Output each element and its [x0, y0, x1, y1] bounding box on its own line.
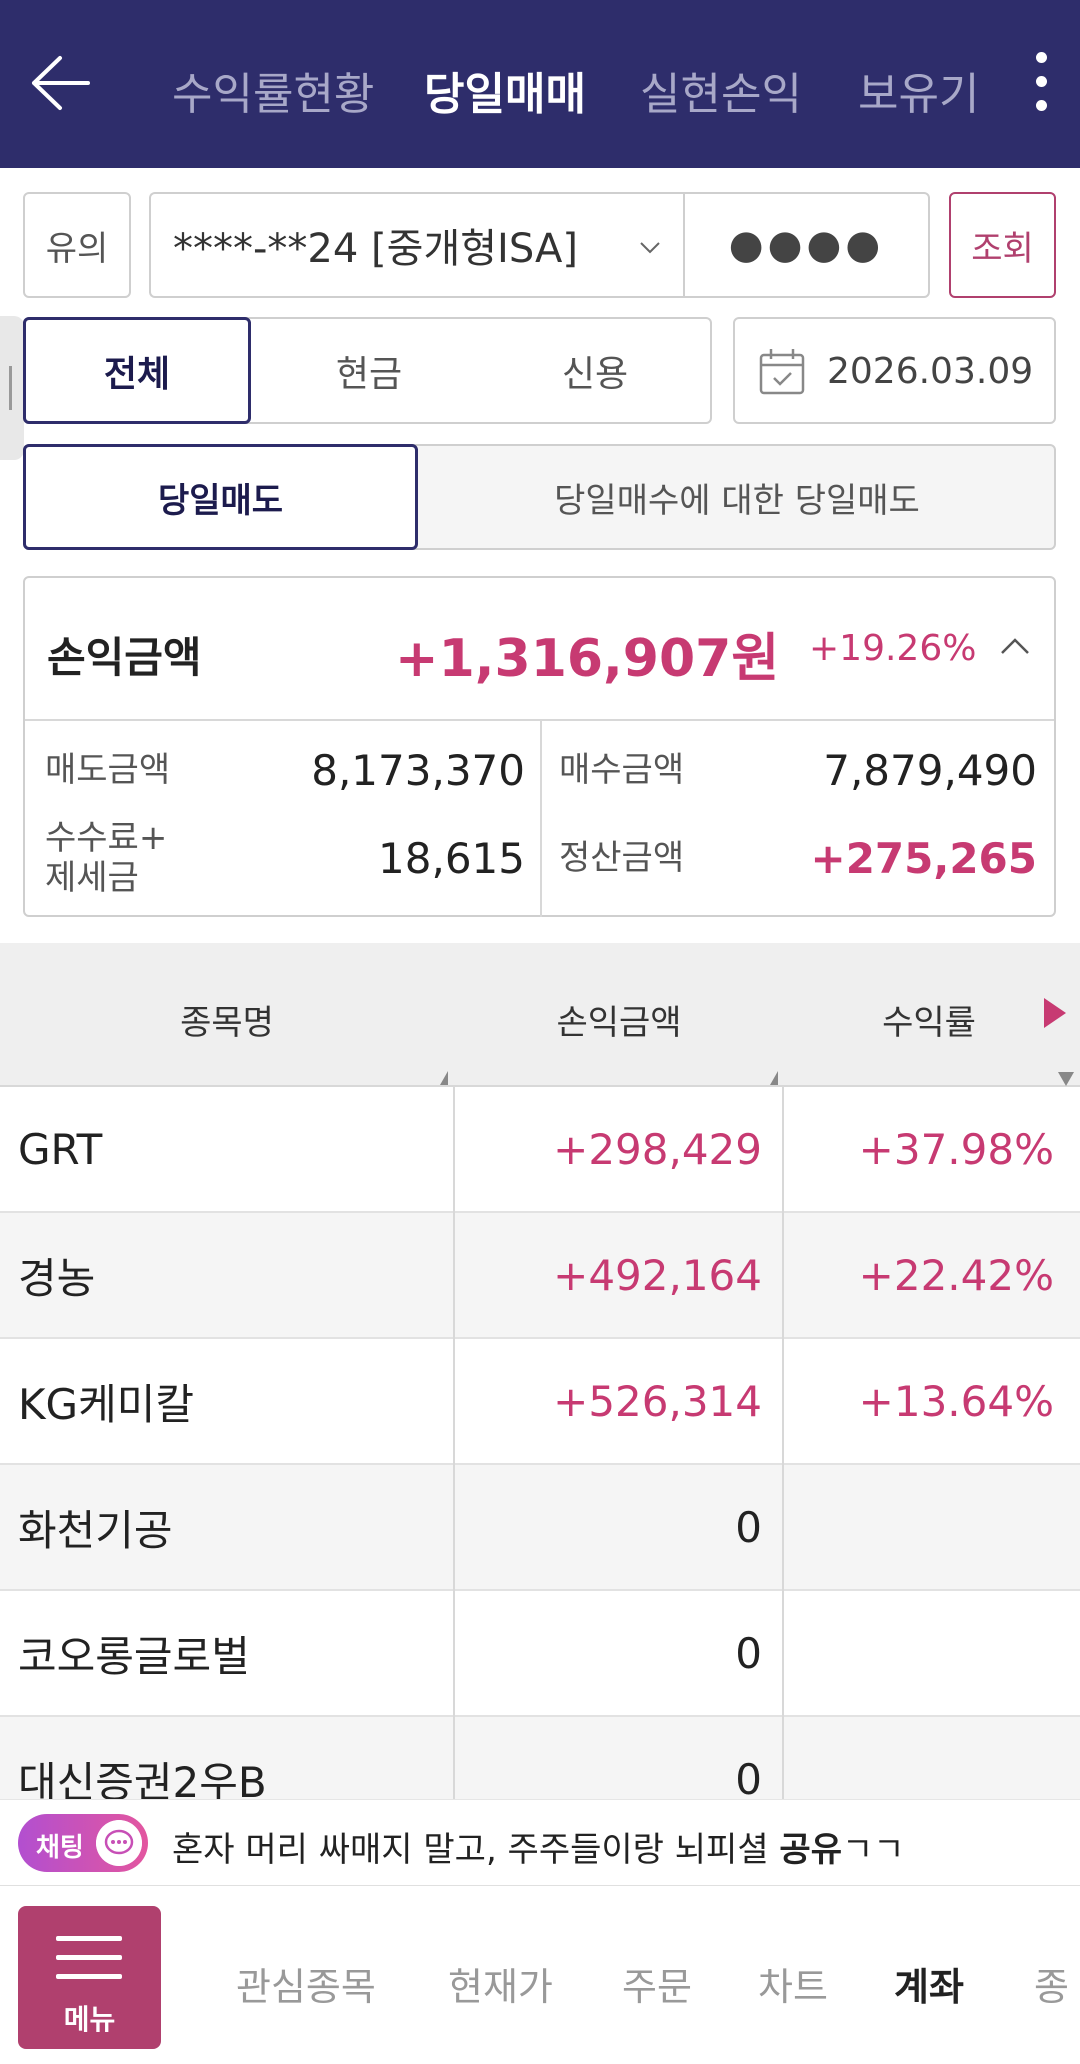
column-divider	[453, 1087, 455, 1799]
column-header-rate[interactable]: 수익률	[882, 1003, 976, 1043]
buy-amount-label: 매수금액	[559, 750, 685, 790]
segment-credit[interactable]: 신용	[561, 353, 629, 395]
tab-daily-sell[interactable]: 당일매도	[23, 444, 418, 550]
account-value: ****-**24 [중개형ISA]	[173, 226, 578, 272]
chat-bubble-icon	[96, 1820, 142, 1866]
sort-indicator-icon	[1058, 1072, 1074, 1086]
nav-chart[interactable]: 차트	[758, 1965, 828, 2009]
back-arrow-icon[interactable]	[26, 50, 92, 116]
nav-more[interactable]: 종	[1034, 1965, 1069, 2009]
sell-amount-value: 8,173,370	[311, 746, 525, 795]
scroll-right-arrow-icon[interactable]	[1044, 998, 1066, 1028]
stock-name: 화천기공	[18, 1505, 173, 1555]
chat-message: 혼자 머리 싸매지 말고, 주주들이랑 뇌피셜 공유ㄱㄱ	[172, 1830, 905, 1870]
tab-realized-pl[interactable]: 실현손익	[640, 69, 802, 120]
fee-tax-label: 수수료+ 제세금	[45, 818, 168, 898]
table-row[interactable]: 경농 +492,164 +22.42%	[0, 1213, 1080, 1339]
date-picker[interactable]: 2026.03.09	[733, 317, 1056, 424]
chat-banner[interactable]: 채팅 혼자 머리 싸매지 말고, 주주들이랑 뇌피셜 공유ㄱㄱ	[0, 1799, 1080, 1885]
bottom-navigation: 메뉴 관심종목 현재가 주문 차트 계좌 종	[0, 1885, 1080, 2064]
settlement-label: 정산금액	[559, 838, 685, 878]
column-header-pl[interactable]: 손익금액	[556, 1003, 682, 1043]
chevron-up-icon[interactable]	[1000, 636, 1030, 656]
sell-type-toggle: 당일매도 당일매수에 대한 당일매도	[23, 444, 1056, 550]
side-drawer-handle[interactable]	[0, 316, 24, 460]
sort-indicator-icon	[770, 1071, 778, 1085]
buy-amount-value: 7,879,490	[823, 746, 1037, 795]
stock-rate	[786, 1465, 1054, 1589]
stock-pl: +526,314	[553, 1376, 762, 1426]
pl-amount-label: 손익금액	[47, 633, 202, 682]
credit-type-segment: 전체 현금 신용	[23, 317, 712, 424]
nav-watchlist[interactable]: 관심종목	[236, 1965, 376, 2009]
stock-name: 경농	[18, 1253, 96, 1303]
stock-rate	[786, 1717, 1054, 1799]
stock-name: 코오롱글로벌	[18, 1631, 250, 1681]
search-button[interactable]: 조회	[949, 192, 1056, 298]
table-header: 종목명 손익금액 수익률	[0, 943, 1080, 1087]
fee-tax-value: 18,615	[378, 834, 525, 883]
password-field[interactable]: ●●●●	[683, 192, 930, 298]
menu-button[interactable]: 메뉴	[18, 1906, 161, 2049]
stock-table: GRT +298,429 +37.98% 경농 +492,164 +22.42%…	[0, 1087, 1080, 1799]
column-header-name[interactable]: 종목명	[180, 1003, 274, 1043]
notice-button[interactable]: 유의	[23, 192, 131, 298]
summary-divider	[540, 721, 542, 917]
stock-rate: +37.98%	[858, 1124, 1054, 1174]
more-menu-icon[interactable]	[1026, 52, 1056, 116]
pl-amount-value: +1,316,907원	[395, 629, 780, 689]
segment-all[interactable]: 전체	[23, 317, 251, 424]
sell-amount-label: 매도금액	[45, 750, 171, 790]
nav-current-price[interactable]: 현재가	[448, 1965, 553, 2009]
pl-summary-card: 손익금액 +1,316,907원 +19.26% 매도금액 8,173,370 …	[23, 576, 1056, 917]
hamburger-icon	[56, 1936, 122, 1993]
top-tabs: 수익률현황 당일매매 실현손익 보유기	[150, 0, 990, 168]
stock-pl: 0	[735, 1628, 762, 1678]
stock-pl: +492,164	[553, 1250, 762, 1300]
table-row[interactable]: 코오롱글로벌 0	[0, 1591, 1080, 1717]
stock-pl: 0	[735, 1754, 762, 1800]
stock-name: GRT	[18, 1124, 103, 1174]
tab-daily-sell-of-daily-buy[interactable]: 당일매수에 대한 당일매도	[554, 480, 920, 521]
chat-button[interactable]: 채팅	[18, 1814, 148, 1872]
table-row[interactable]: 대신증권2우B 0	[0, 1717, 1080, 1799]
account-select[interactable]: ****-**24 [중개형ISA]	[149, 192, 685, 298]
chevron-down-icon	[640, 242, 660, 254]
nav-account[interactable]: 계좌	[894, 1965, 964, 2009]
segment-cash[interactable]: 현금	[335, 353, 403, 395]
pl-rate-value: +19.26%	[809, 628, 977, 669]
table-row[interactable]: GRT +298,429 +37.98%	[0, 1087, 1080, 1213]
stock-name: 대신증권2우B	[18, 1757, 267, 1800]
nav-order[interactable]: 주문	[622, 1965, 692, 2009]
chat-label: 채팅	[36, 1833, 84, 1863]
date-value: 2026.03.09	[827, 351, 1034, 392]
stock-rate: +22.42%	[858, 1250, 1054, 1300]
app-header: 수익률현황 당일매매 실현손익 보유기	[0, 0, 1080, 168]
tab-holding[interactable]: 보유기	[858, 69, 980, 120]
tab-return-status[interactable]: 수익률현황	[172, 69, 375, 120]
stock-name: KG케미칼	[18, 1379, 195, 1429]
stock-rate: +13.64%	[858, 1376, 1054, 1426]
menu-label: 메뉴	[63, 2003, 116, 2036]
table-row[interactable]: 화천기공 0	[0, 1465, 1080, 1591]
settlement-value: +275,265	[810, 834, 1038, 883]
tab-daily-trade[interactable]: 당일매매	[424, 69, 586, 120]
stock-rate	[786, 1591, 1054, 1715]
table-row[interactable]: KG케미칼 +526,314 +13.64%	[0, 1339, 1080, 1465]
stock-pl: 0	[735, 1502, 762, 1552]
calendar-icon	[759, 349, 805, 395]
stock-pl: +298,429	[553, 1124, 762, 1174]
column-divider	[782, 1087, 784, 1799]
summary-header[interactable]: 손익금액 +1,316,907원 +19.26%	[25, 578, 1054, 721]
sort-indicator-icon	[440, 1071, 448, 1085]
